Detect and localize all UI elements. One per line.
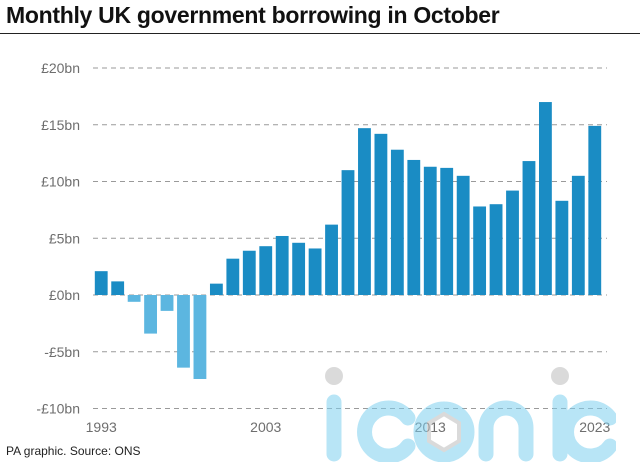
bar-2011 xyxy=(390,149,404,295)
bar-1993 xyxy=(94,271,108,295)
bar-1997 xyxy=(160,295,174,311)
bar-1995 xyxy=(127,295,141,302)
bar-1999 xyxy=(193,295,207,379)
chart-title: Monthly UK government borrowing in Octob… xyxy=(6,2,500,28)
bar-2017 xyxy=(489,204,503,295)
x-tick-label: 2023 xyxy=(579,419,610,435)
bar-2005 xyxy=(292,242,306,295)
bar-2010 xyxy=(374,133,388,295)
x-tick-label: 2013 xyxy=(415,419,446,435)
bar-2008 xyxy=(341,170,355,295)
bar-2016 xyxy=(473,206,487,295)
bar-2019 xyxy=(522,161,536,295)
bar-2020 xyxy=(539,102,552,295)
y-tick-label: -£5bn xyxy=(44,344,80,360)
bar-2018 xyxy=(506,190,519,295)
y-axis-ticks: £20bn £15bn £10bn £5bn £0bn -£5bn -£10bn xyxy=(36,60,80,417)
x-tick-label: 2003 xyxy=(250,419,281,435)
bar-2015 xyxy=(456,175,470,295)
bar-2003 xyxy=(259,246,273,295)
bar-2002 xyxy=(242,250,256,295)
bar-2009 xyxy=(358,128,371,295)
bars xyxy=(94,102,602,379)
bar-2022 xyxy=(571,175,585,295)
x-axis-ticks: 1993 2003 2013 2023 xyxy=(86,419,611,435)
bar-1996 xyxy=(144,295,157,334)
bar-1994 xyxy=(111,281,125,295)
bar-2013 xyxy=(423,166,437,295)
source-note: PA graphic. Source: ONS xyxy=(6,444,141,458)
bar-2023 xyxy=(588,125,602,295)
y-tick-label: £5bn xyxy=(49,230,80,246)
y-tick-label: £0bn xyxy=(49,287,80,303)
bar-2000 xyxy=(209,283,223,295)
bar-2006 xyxy=(308,248,322,295)
y-tick-label: £10bn xyxy=(41,174,80,190)
bar-2014 xyxy=(440,167,454,295)
bar-1998 xyxy=(177,295,190,368)
bar-2001 xyxy=(226,258,240,295)
y-tick-label: £15bn xyxy=(41,117,80,133)
title-divider xyxy=(0,33,640,34)
bar-2004 xyxy=(275,235,289,295)
y-tick-label: -£10bn xyxy=(36,401,80,417)
bar-2012 xyxy=(407,159,421,295)
y-tick-label: £20bn xyxy=(41,60,80,76)
bar-2021 xyxy=(555,200,569,295)
bar-2007 xyxy=(325,224,338,295)
x-tick-label: 1993 xyxy=(86,419,117,435)
